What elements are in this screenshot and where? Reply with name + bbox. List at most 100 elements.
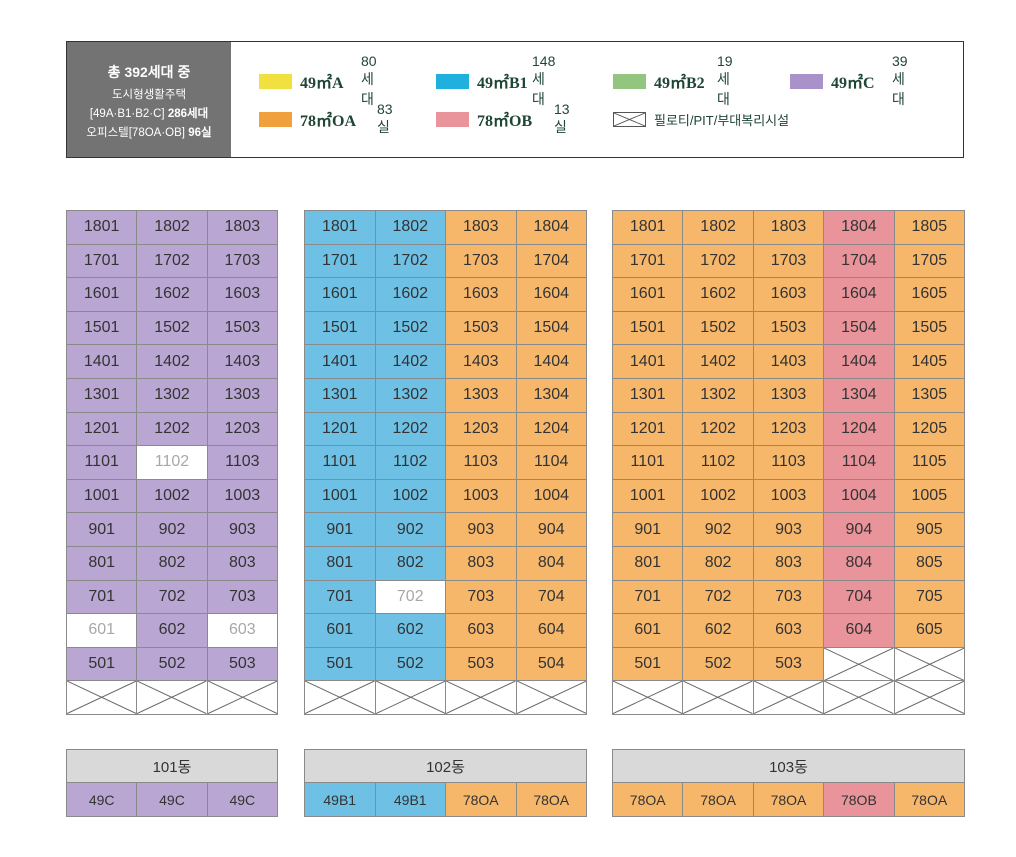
unit-cell-1504: 1504 [516, 311, 587, 346]
unit-cell-1305: 1305 [894, 378, 965, 413]
unit-cell-803: 803 [753, 546, 825, 581]
unit-cell-701: 701 [67, 580, 138, 615]
unit-cell-1804: 1804 [516, 211, 587, 245]
unit-cell-702: 702 [375, 580, 446, 615]
unit-cell-1205: 1205 [894, 412, 965, 447]
legend-swatch [436, 73, 469, 89]
unit-cell-1803: 1803 [207, 211, 278, 245]
unit-cell-801: 801 [613, 546, 684, 581]
legend-swatch [259, 111, 292, 127]
unit-cell-1002: 1002 [375, 479, 446, 514]
unit-cell-1103: 1103 [446, 446, 517, 480]
building-102-footer: 102동 49B1 49B1 78OA 78OA [304, 749, 587, 817]
unit-cell-705: 705 [894, 580, 965, 615]
unit-cell-1003: 1003 [207, 479, 278, 514]
unit-cell-1604: 1604 [516, 278, 587, 312]
type-cell: 49B1 [375, 783, 446, 817]
legend-box: 총 392세대 중 도시형생활주택 [49A·B1·B2·C] 286세대 오피… [66, 41, 964, 158]
unit-cell-602: 602 [683, 614, 754, 648]
unit-cell-1301: 1301 [67, 378, 138, 413]
unit-cell-902: 902 [137, 513, 208, 547]
unit-cell-801: 801 [305, 546, 376, 581]
legend-item-78oa: 78㎡OA 83실 [259, 101, 393, 135]
unit-cell-1102: 1102 [683, 446, 754, 480]
unit-cell-1701: 1701 [613, 244, 684, 279]
unit-cell-503: 503 [446, 647, 517, 682]
unit-cell-1002: 1002 [683, 479, 754, 514]
unit-cell-1203: 1203 [753, 412, 825, 447]
legend-item-78ob: 78㎡OB 13실 [436, 101, 570, 135]
unit-cell-1304: 1304 [516, 378, 587, 413]
unit-cell-1401: 1401 [613, 345, 684, 379]
legend-name: 49㎡A [300, 75, 344, 92]
unit-cell-1101: 1101 [305, 446, 376, 480]
unit-grid: 1801 1802 1803 1804 1701 1702 1703 1704 1601 1602… [304, 210, 587, 715]
unit-cell-501: 501 [305, 647, 376, 682]
pilotis-cell [67, 681, 138, 715]
unit-cell-804: 804 [824, 546, 895, 581]
unit-cell-1601: 1601 [305, 278, 376, 312]
type-cell: 78OA [516, 783, 587, 817]
unit-grid: 1801 1802 1803 1701 1702 1703 1601 1602 1603 1501… [66, 210, 278, 715]
unit-cell-1602: 1602 [683, 278, 754, 312]
unit-grid: 1801 1802 1803 1804 1805 1701 1702 1703 1704 1705… [612, 210, 965, 715]
unit-cell-1101: 1101 [67, 446, 138, 480]
unit-cell-603: 603 [446, 614, 517, 648]
unit-cell-1802: 1802 [137, 211, 208, 245]
unit-cell-1802: 1802 [683, 211, 754, 245]
unit-cell-1202: 1202 [683, 412, 754, 447]
pilotis-cell [516, 681, 587, 715]
summary-line-2: [49A·B1·B2·C] 286세대 [89, 108, 209, 120]
unit-cell-1803: 1803 [753, 211, 825, 245]
unit-cell-1503: 1503 [207, 311, 278, 346]
unit-cell-701: 701 [613, 580, 684, 615]
unit-cell-1004: 1004 [516, 479, 587, 514]
building-101-grid: 1801 1802 1803 1701 1702 1703 1601 1602 1603 1501… [66, 210, 278, 715]
unit-cell-601: 601 [613, 614, 684, 648]
pilotis-cell [753, 681, 825, 715]
pilotis-cell [824, 647, 895, 682]
summary-line-3: 오피스텔[78OA·OB] 96실 [86, 127, 212, 139]
unit-cell-802: 802 [683, 546, 754, 581]
unit-cell-1505: 1505 [894, 311, 965, 346]
unit-cell-604: 604 [516, 614, 587, 648]
unit-cell-1005: 1005 [894, 479, 965, 514]
unit-cell-1302: 1302 [683, 378, 754, 413]
unit-cell-703: 703 [753, 580, 825, 615]
unit-cell-1003: 1003 [753, 479, 825, 514]
unit-cell-1704: 1704 [516, 244, 587, 279]
unit-cell-605: 605 [894, 614, 965, 648]
legend-name: 49㎡B2 [654, 75, 705, 92]
unit-cell-502: 502 [375, 647, 446, 682]
unit-cell-1105: 1105 [894, 446, 965, 480]
unit-cell-1402: 1402 [137, 345, 208, 379]
unit-cell-704: 704 [824, 580, 895, 615]
legend-count: 19세대 [717, 53, 733, 107]
unit-cell-1501: 1501 [67, 311, 138, 346]
unit-cell-1801: 1801 [305, 211, 376, 245]
unit-cell-1201: 1201 [67, 412, 138, 447]
unit-cell-1304: 1304 [824, 378, 895, 413]
building-label: 101동 [66, 749, 278, 783]
unit-cell-1102: 1102 [137, 446, 208, 480]
unit-cell-1502: 1502 [375, 311, 446, 346]
unit-cell-1301: 1301 [613, 378, 684, 413]
legend-swatch [436, 111, 469, 127]
unit-cell-1402: 1402 [683, 345, 754, 379]
unit-cell-1002: 1002 [137, 479, 208, 514]
unit-cell-803: 803 [446, 546, 517, 581]
unit-cell-503: 503 [207, 647, 278, 682]
unit-cell-1702: 1702 [683, 244, 754, 279]
unit-cell-1603: 1603 [207, 278, 278, 312]
unit-cell-1802: 1802 [375, 211, 446, 245]
unit-cell-602: 602 [137, 614, 208, 648]
unit-cell-1302: 1302 [137, 378, 208, 413]
pilotis-swatch-icon [613, 111, 646, 127]
unit-cell-1605: 1605 [894, 278, 965, 312]
unit-cell-1003: 1003 [446, 479, 517, 514]
unit-cell-601: 601 [305, 614, 376, 648]
unit-cell-803: 803 [207, 546, 278, 581]
legend-count: 13실 [554, 101, 570, 135]
unit-cell-905: 905 [894, 513, 965, 547]
pilotis-cell [894, 681, 965, 715]
